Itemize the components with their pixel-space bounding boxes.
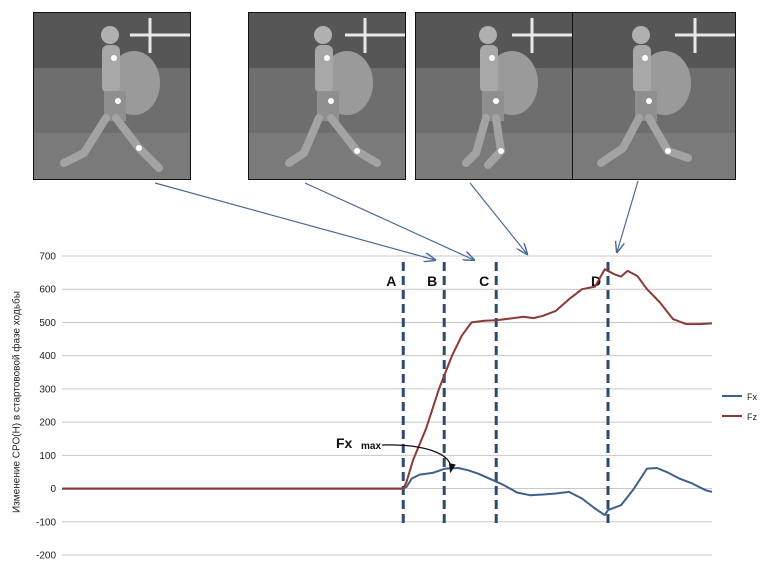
series-fz-line <box>62 268 713 490</box>
y-tick-label: 700 <box>39 252 56 263</box>
y-tick-label: 200 <box>39 418 56 429</box>
gait-photo-d <box>572 12 736 180</box>
y-tick-label: 600 <box>39 285 56 296</box>
connector-arrow <box>469 182 527 254</box>
gait-photo-c <box>415 12 573 180</box>
legend-label: Fz <box>747 412 757 422</box>
gait-photo-b <box>248 12 406 180</box>
grid <box>62 255 712 556</box>
connector-arrow <box>154 182 435 260</box>
y-tick-label: 0 <box>50 484 56 495</box>
phase-marker-label: D <box>591 273 601 289</box>
y-tick-label: 500 <box>39 318 56 329</box>
legend: Fx Fz <box>722 392 757 422</box>
connector-arrow <box>617 180 639 252</box>
photo-illustration <box>249 13 405 179</box>
photo-illustration <box>34 13 190 179</box>
phase-marker-label: C <box>479 273 489 289</box>
phase-marker-label: B <box>427 273 437 289</box>
y-tick-label: 400 <box>39 351 56 362</box>
photo-connector-arrows <box>154 180 639 260</box>
phase-marker-label: A <box>386 273 396 289</box>
y-axis-label: Изменение СРО(Н) в стартововой фазе ходь… <box>11 291 23 513</box>
series-fx-line <box>62 467 713 517</box>
connector-arrow <box>304 182 474 260</box>
gait-photo-a <box>33 12 191 180</box>
legend-label: Fx <box>747 392 757 402</box>
phase-markers: A B C D <box>386 262 610 523</box>
annotation-subscript: max <box>361 441 381 452</box>
y-tick-label: 100 <box>39 451 56 462</box>
y-tick-label: 300 <box>39 384 56 395</box>
photo-illustration <box>416 13 572 179</box>
annotation-label: Fx <box>336 435 353 451</box>
y-tick-label: -200 <box>36 551 56 561</box>
series-lines <box>62 268 713 517</box>
annotations: Fx max <box>336 435 456 474</box>
photo-illustration <box>573 13 735 179</box>
y-tick-labels: -200 -100 0 100 200 300 400 500 600 700 <box>36 252 56 561</box>
annotation-arrow <box>381 444 456 474</box>
y-tick-label: -100 <box>36 517 56 528</box>
